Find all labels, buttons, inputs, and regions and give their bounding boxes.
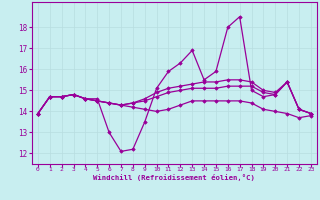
X-axis label: Windchill (Refroidissement éolien,°C): Windchill (Refroidissement éolien,°C) [93,174,255,181]
